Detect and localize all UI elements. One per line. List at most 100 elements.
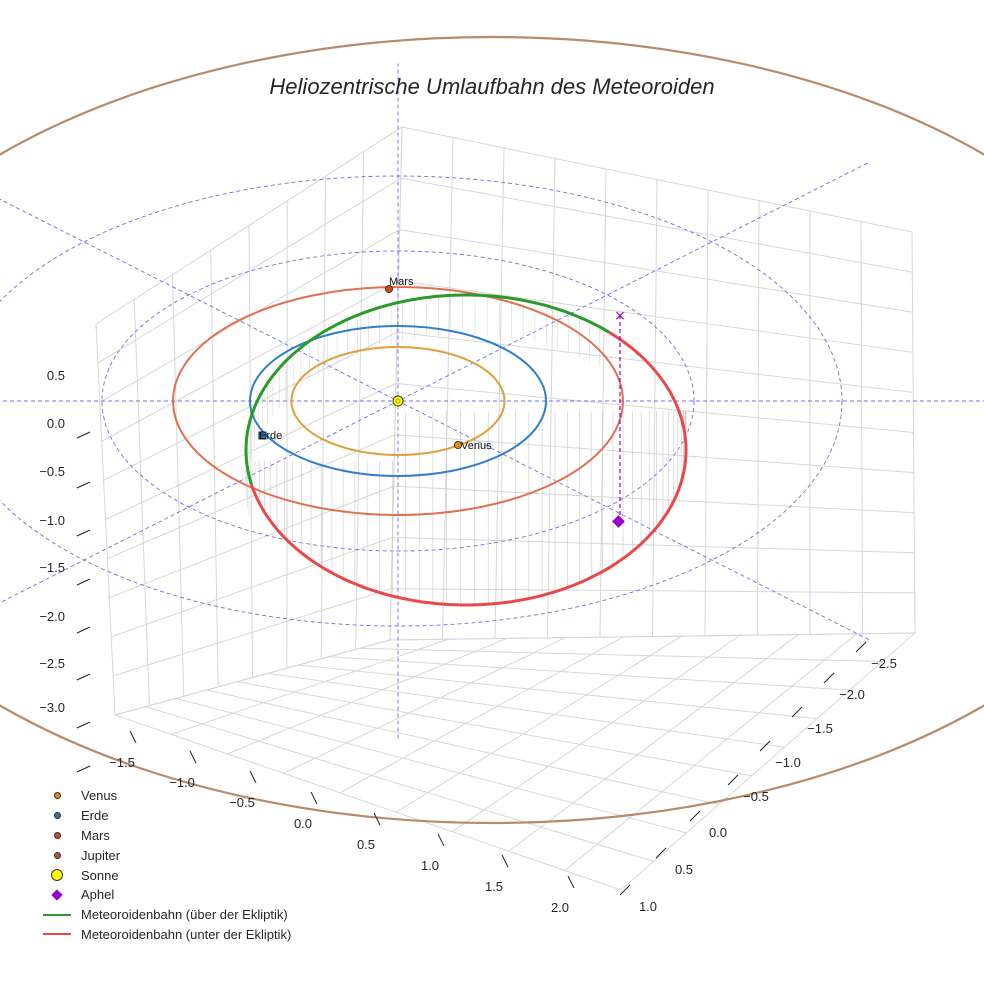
floor-gridline <box>114 714 622 891</box>
x-tick-label-mark <box>567 875 575 889</box>
pane-gridline <box>101 280 399 442</box>
floor-gridline <box>237 681 752 777</box>
z-tick-label-mark <box>76 431 91 439</box>
y-tick-label: −1.5 <box>807 721 833 736</box>
legend-item: Jupiter <box>40 845 291 865</box>
floor-gridline <box>283 637 566 774</box>
z-tick-label-mark <box>76 529 91 537</box>
x-tick-label: 1.5 <box>485 879 503 894</box>
y-tick-label-mark <box>823 672 835 684</box>
legend-swatch <box>53 792 61 800</box>
x-tick-label-mark <box>437 833 445 847</box>
y-tick-label: −0.5 <box>743 789 769 804</box>
legend-symbol <box>40 868 74 882</box>
jupiter-orbit-line <box>0 36 984 824</box>
floor-gridline <box>206 689 720 805</box>
legend-label: Meteoroidenbahn (unter der Ekliptik) <box>81 926 292 942</box>
legend-item: Aphel <box>40 885 291 905</box>
aphel-projection-mark: × <box>614 308 626 324</box>
legend-label: Venus <box>81 788 118 804</box>
x-tick-label-mark <box>129 730 137 744</box>
legend-symbol <box>40 908 74 922</box>
erde-orbit <box>249 325 547 477</box>
mars-orbit <box>172 286 624 516</box>
x-tick-label-mark <box>189 750 197 764</box>
z-tick-label-mark <box>76 721 91 729</box>
x-tick-label: −1.0 <box>169 775 195 790</box>
floor-gridline <box>145 706 654 862</box>
x-tick-label: 0.0 <box>294 816 312 831</box>
z-tick-label: 0.0 <box>47 416 65 431</box>
floor-gridline <box>171 638 449 735</box>
legend-symbol <box>40 809 74 823</box>
mars-label: Mars <box>389 276 414 288</box>
z-tick-label: −1.0 <box>39 513 65 528</box>
legend-label: Jupiter <box>81 847 121 863</box>
x-tick-label: 2.0 <box>551 900 569 915</box>
axis-panes-grid <box>95 126 916 891</box>
z-tick-label: −0.5 <box>39 464 65 479</box>
pane-gridline <box>397 331 914 393</box>
legend-symbol <box>40 888 74 902</box>
pane-gridline <box>95 126 403 325</box>
floor-gridline <box>359 647 883 663</box>
floor-gridline <box>452 634 741 833</box>
z-tick-label-mark <box>76 481 91 489</box>
ecliptic-ring <box>0 175 843 627</box>
legend-swatch <box>53 851 61 859</box>
x-tick-label-mark <box>373 812 381 826</box>
pane-gridline <box>393 485 915 514</box>
legend-item: Meteoroidenbahn (unter der Ekliptik) <box>40 925 291 945</box>
legend-item: Meteoroidenbahn (über der Ekliptik) <box>40 905 291 925</box>
legend: Venus Erde Mars Jupiter Sonne Aphel Meteoroide… <box>40 786 291 944</box>
axis-ticks: 0.5 0.0 −0.5 −1.0 −1.5 −2.0 −2.5 −3.0 −1.5 −1.0 −0… <box>39 368 897 915</box>
pane-gridline <box>392 536 915 554</box>
erde-marker <box>258 431 267 440</box>
venus-marker <box>453 440 463 450</box>
mars-marker <box>384 284 394 294</box>
y-tick-label-mark <box>655 847 667 859</box>
sonne-marker <box>392 395 404 407</box>
meteoroid-orbit: × <box>244 293 688 607</box>
y-tick-label-mark <box>759 740 771 752</box>
y-tick-label-mark <box>619 884 631 896</box>
ecliptic-polar-grid <box>0 63 984 739</box>
venus-orbit <box>290 346 506 456</box>
y-tick-label: −1.0 <box>775 755 801 770</box>
floor-gridline <box>620 632 916 891</box>
meteoroid-orbit-above <box>244 293 610 485</box>
floor-gridline <box>227 637 507 755</box>
legend-label: Mars <box>81 827 110 843</box>
y-tick-label-mark <box>727 774 739 786</box>
venus-label: Venus <box>461 440 492 452</box>
z-tick-label: −2.5 <box>39 656 65 671</box>
z-tick-label-mark <box>76 626 91 634</box>
x-tick-label-mark <box>249 770 257 784</box>
planet-orbit-lines <box>172 286 624 516</box>
legend-label: Sonne <box>81 867 119 883</box>
y-tick-label-mark <box>791 706 803 718</box>
floor-gridline <box>564 633 857 871</box>
x-tick-label: 0.5 <box>357 837 375 852</box>
chart-title: Heliozentrische Umlaufbahn des Meteoroid… <box>269 74 715 99</box>
x-tick-label: −0.5 <box>229 795 255 810</box>
legend-label: Aphel <box>81 887 115 903</box>
pane-gridline <box>391 588 915 594</box>
sonne-marker-core <box>395 398 401 404</box>
z-tick-label: −2.0 <box>39 609 65 624</box>
pane-gridline <box>97 177 402 364</box>
floor-gridline <box>267 672 785 748</box>
pane-gridline <box>111 536 393 638</box>
legend-symbol <box>40 789 74 803</box>
legend-swatch <box>53 812 61 820</box>
y-tick-label: 0.5 <box>675 862 693 877</box>
legend-swatch <box>43 933 71 936</box>
pane-gridline <box>105 383 397 520</box>
z-tick-label-mark <box>76 673 91 681</box>
x-tick-label: −1.5 <box>109 755 135 770</box>
pane-gridline <box>395 383 914 433</box>
pane-gridline <box>400 177 913 273</box>
x-tick-label-mark <box>310 791 318 805</box>
